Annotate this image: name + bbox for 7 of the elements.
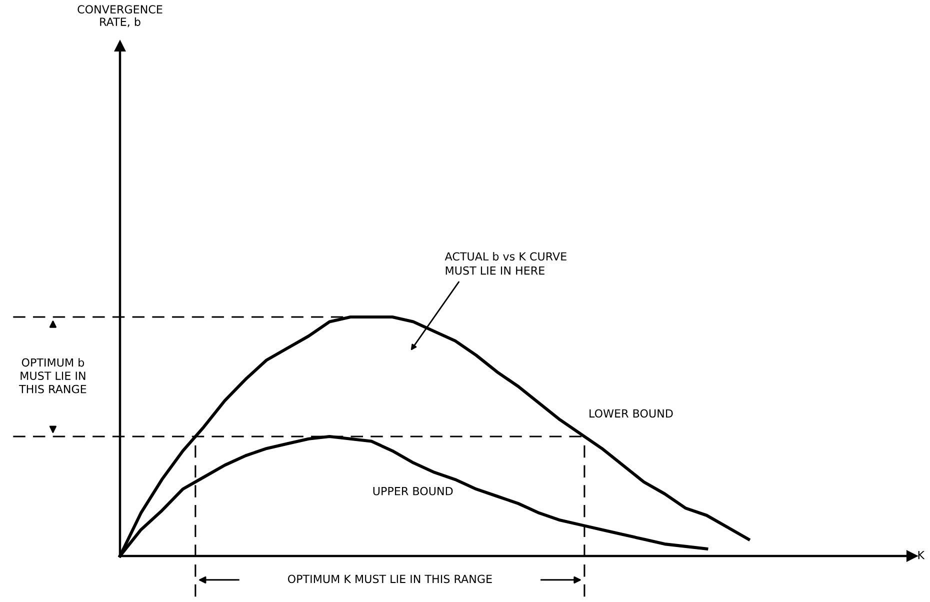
- text: CONVERGENCE RATE, b: [78, 5, 162, 28]
- text: OPTIMUM b MUST LIE IN THIS RANGE: [19, 358, 86, 394]
- text: ACTUAL b vs K CURVE MUST LIE IN HERE: [444, 252, 566, 275]
- text: OPTIMUM K MUST LIE IN THIS RANGE: [288, 574, 492, 584]
- text: K: [918, 550, 925, 560]
- series-label: LOWER BOUND: [590, 409, 673, 418]
- series-label: UPPER BOUND: [373, 486, 453, 496]
